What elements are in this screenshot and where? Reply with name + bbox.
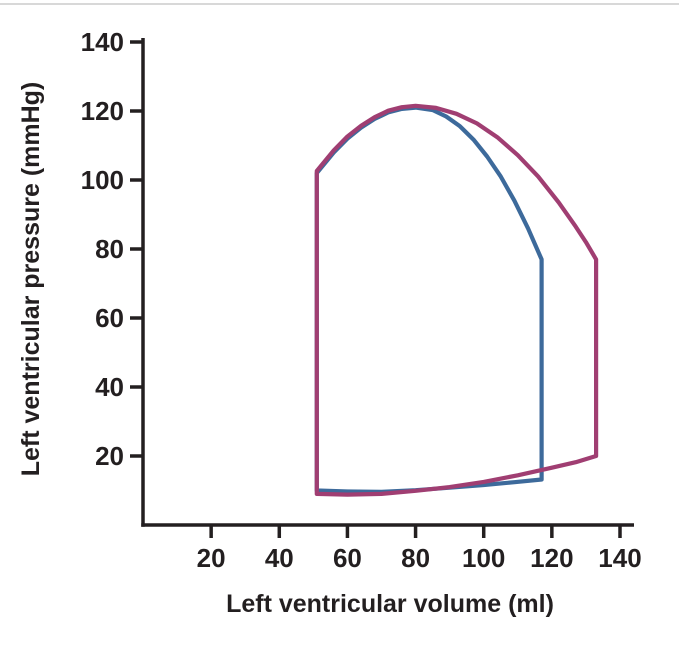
top-divider [0,3,679,5]
y-tick-label: 140 [81,27,124,57]
x-axis-label: Left ventricular volume (ml) [226,590,554,618]
loop-path-magenta-loop [314,103,599,497]
x-tick-label: 80 [401,543,430,573]
loop-path-blue-loop [314,105,544,494]
y-tick-label: 80 [95,234,124,264]
y-tick-label: 40 [95,372,124,402]
x-tick-label: 40 [265,543,294,573]
y-axis-label: Left ventricular pressure (mmHg) [17,81,45,477]
x-tick-label: 140 [598,543,641,573]
y-tick-label: 120 [81,96,124,126]
x-tick-label: 20 [197,543,226,573]
x-tick-label: 60 [333,543,362,573]
x-tick-label: 100 [462,543,505,573]
x-tick-label: 120 [530,543,573,573]
y-tick-label: 100 [81,165,124,195]
y-tick-label: 20 [95,441,124,471]
y-tick-label: 60 [95,303,124,333]
